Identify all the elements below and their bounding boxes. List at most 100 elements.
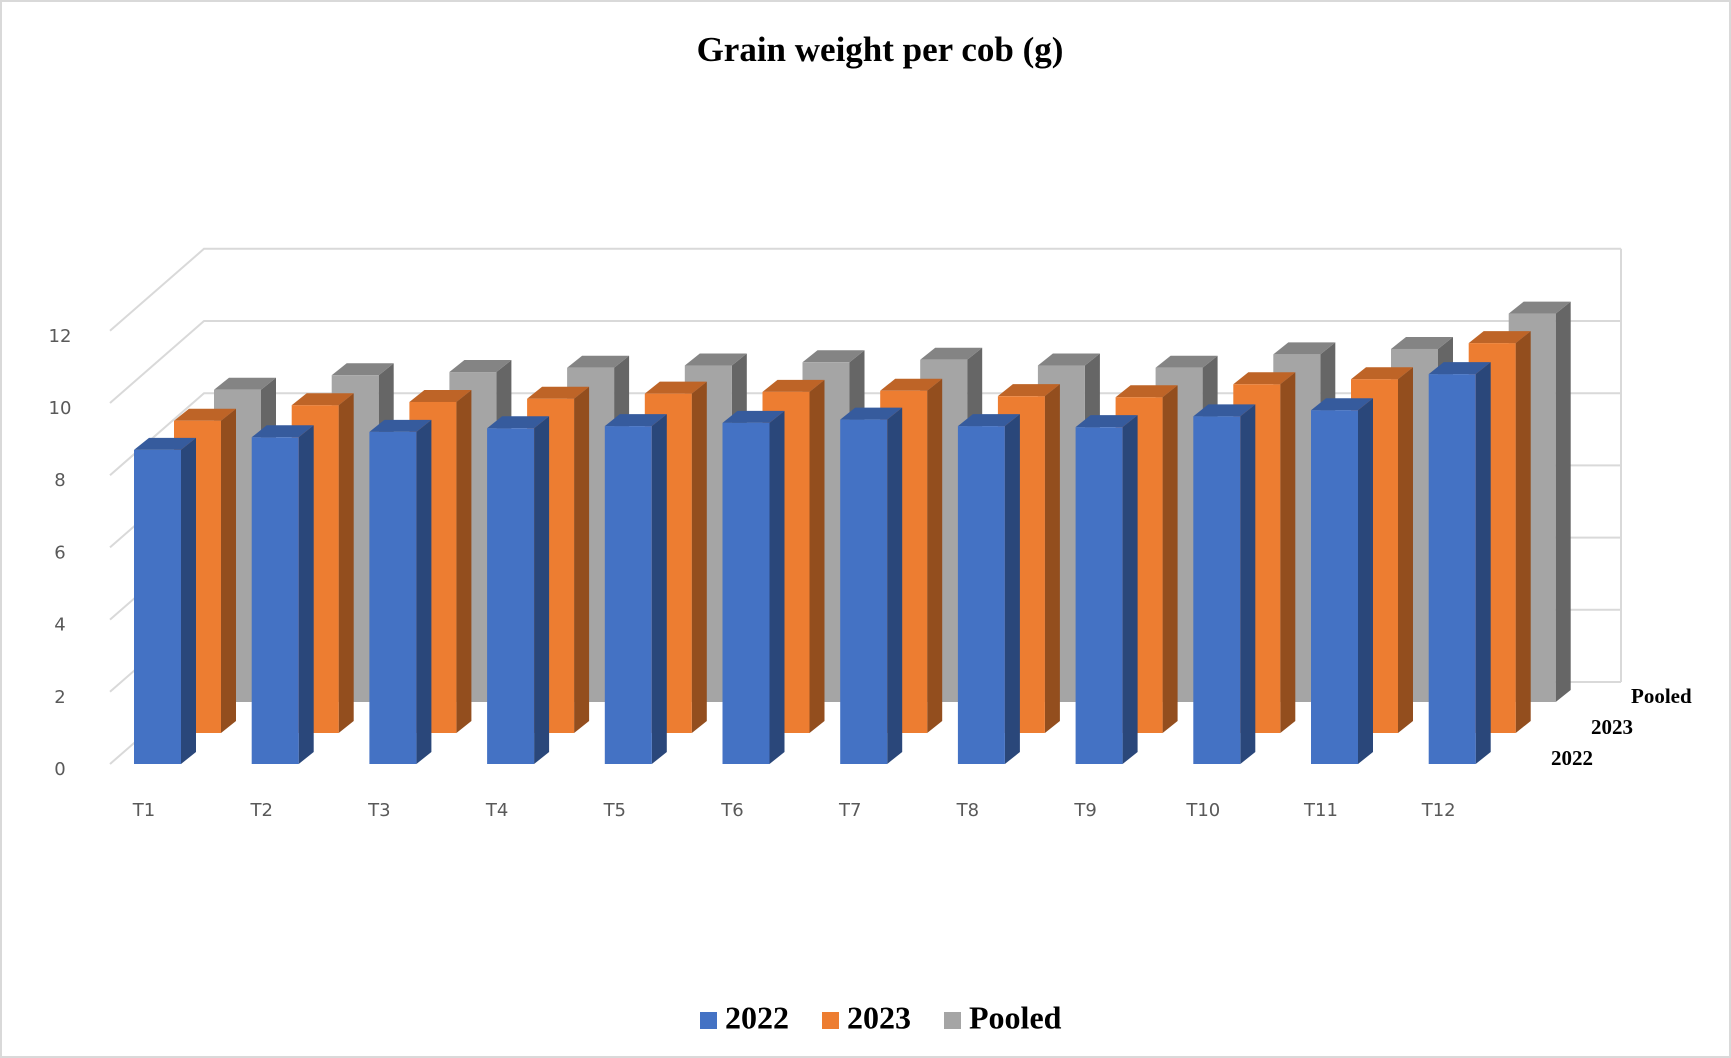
bar-side bbox=[1398, 367, 1413, 733]
bar-top bbox=[251, 425, 314, 438]
bar-top bbox=[449, 360, 512, 373]
bar-top bbox=[604, 414, 667, 427]
bar-side bbox=[1004, 414, 1020, 764]
legend-label: 2023 bbox=[847, 999, 911, 1035]
bar-front bbox=[1311, 410, 1358, 764]
bar bbox=[134, 437, 196, 764]
bar-top bbox=[1233, 372, 1296, 385]
bar-side bbox=[1122, 415, 1138, 764]
grid-line bbox=[109, 247, 1621, 332]
bar-top bbox=[331, 363, 394, 376]
bar-front bbox=[1428, 374, 1476, 764]
bar-top bbox=[134, 437, 196, 450]
depth-label: 2022 bbox=[1551, 746, 1593, 770]
x-tick-label: T12 bbox=[1421, 800, 1456, 821]
bar-side bbox=[809, 379, 825, 733]
bar-top bbox=[684, 353, 747, 366]
y-tick-label: 6 bbox=[54, 542, 65, 563]
bar-top bbox=[1391, 336, 1453, 349]
y-tick-label: 0 bbox=[54, 759, 65, 780]
x-tick-label: T3 bbox=[367, 800, 390, 821]
bar-front bbox=[604, 426, 652, 764]
legend-swatch bbox=[700, 1012, 717, 1029]
y-tick-label: 8 bbox=[54, 470, 65, 491]
bar-front bbox=[722, 422, 770, 764]
bar-front bbox=[1075, 427, 1123, 764]
bar-front bbox=[369, 431, 417, 764]
bar-top bbox=[997, 384, 1060, 397]
bar-top bbox=[1037, 353, 1100, 366]
bar-side bbox=[456, 389, 472, 733]
x-tick-label: T8 bbox=[956, 800, 979, 821]
legend-label: Pooled bbox=[969, 999, 1062, 1035]
bar-side bbox=[181, 437, 196, 764]
x-tick-label: T10 bbox=[1185, 800, 1220, 821]
bar bbox=[1311, 398, 1373, 764]
bar-top bbox=[1193, 404, 1256, 417]
y-tick-label: 12 bbox=[49, 326, 72, 347]
bar-side bbox=[416, 419, 432, 764]
bar bbox=[1508, 301, 1571, 702]
bar-top bbox=[1508, 301, 1571, 314]
bar-top bbox=[409, 389, 472, 402]
legend-label: 2022 bbox=[725, 999, 789, 1035]
bar-top bbox=[957, 414, 1020, 427]
bar bbox=[487, 416, 550, 764]
grid-line bbox=[109, 320, 1621, 404]
bar-side bbox=[221, 408, 236, 733]
bar-side bbox=[574, 386, 590, 733]
bars bbox=[134, 301, 1571, 764]
bar-top bbox=[1273, 342, 1336, 355]
bar-top bbox=[1351, 367, 1413, 380]
bar-side bbox=[1358, 398, 1373, 764]
bar-top bbox=[567, 355, 630, 368]
bar-front bbox=[957, 426, 1005, 764]
bar-side bbox=[1475, 362, 1491, 764]
bar bbox=[251, 425, 314, 764]
bar-side bbox=[298, 425, 314, 764]
bar-front bbox=[134, 449, 181, 764]
bar-side bbox=[1240, 404, 1256, 764]
bar-top bbox=[840, 407, 903, 420]
bar-top bbox=[762, 379, 825, 392]
bar-side bbox=[1280, 372, 1296, 733]
bar-top bbox=[291, 393, 354, 406]
legend-swatch bbox=[822, 1012, 839, 1029]
bar-top bbox=[880, 378, 943, 391]
x-tick-label: T1 bbox=[132, 800, 155, 821]
bar-side bbox=[651, 414, 667, 764]
bar-side bbox=[1515, 331, 1531, 733]
bar-top bbox=[644, 381, 707, 394]
bar-top bbox=[722, 410, 785, 423]
bar-top bbox=[487, 416, 550, 429]
bar-side bbox=[1162, 385, 1178, 733]
bar-top bbox=[1428, 362, 1491, 375]
bar-top bbox=[369, 419, 432, 432]
bar-top bbox=[214, 377, 276, 390]
bar-top bbox=[1311, 398, 1373, 411]
bar-top bbox=[174, 408, 236, 421]
bar bbox=[1075, 415, 1138, 764]
depth-label: Pooled bbox=[1631, 684, 1692, 708]
bar-side bbox=[1044, 384, 1060, 733]
x-tick-label: T7 bbox=[838, 800, 861, 821]
chart-title: Grain weight per cob (g) bbox=[697, 30, 1064, 69]
bar-side bbox=[691, 381, 707, 733]
bar-top bbox=[1115, 385, 1178, 398]
x-tick-label: T11 bbox=[1303, 800, 1338, 821]
x-tick-label: T2 bbox=[249, 800, 272, 821]
bar-side bbox=[534, 416, 550, 764]
bar bbox=[1428, 362, 1491, 764]
bar-top bbox=[1075, 415, 1138, 428]
bar-front bbox=[1193, 416, 1241, 764]
bar-top bbox=[920, 347, 983, 360]
bar-front bbox=[487, 428, 535, 764]
x-tick-label: T9 bbox=[1073, 800, 1096, 821]
bar-front bbox=[251, 437, 299, 764]
y-tick-label: 4 bbox=[54, 615, 65, 636]
depth-label: 2023 bbox=[1591, 715, 1633, 739]
y-tick-label: 10 bbox=[49, 398, 72, 419]
bar bbox=[722, 410, 785, 764]
labels: 0 2 4 6 8 10 12 Pooled 2023 2022 T1 T2 T3 T4 T5 T6 T7 T8 T… bbox=[49, 326, 1692, 1036]
